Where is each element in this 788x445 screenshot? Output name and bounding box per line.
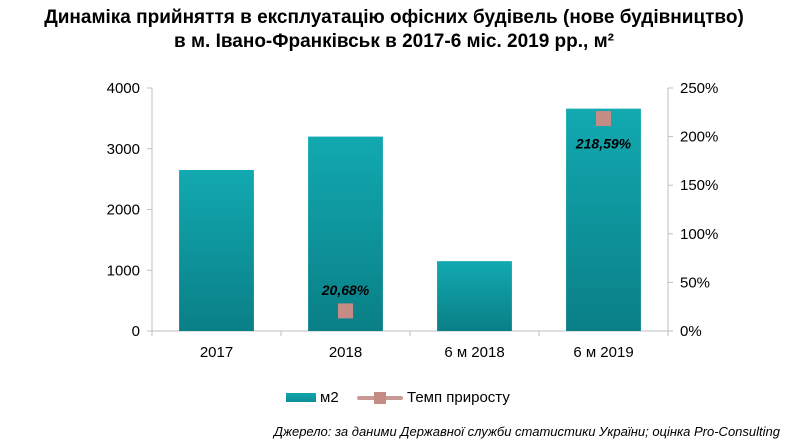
x-tick-label: 6 м 2019 — [573, 344, 633, 361]
legend-item-bar: м2 — [286, 389, 339, 406]
legend-bar-label: м2 — [320, 389, 339, 406]
x-tick-label: 2018 — [329, 344, 362, 361]
x-tick-label: 6 м 2018 — [444, 344, 504, 361]
legend-line-swatch — [357, 391, 403, 404]
chart-title: Динаміка прийняття в експлуатацію офісни… — [0, 6, 788, 54]
y-left-tick-label: 1000 — [107, 262, 140, 279]
y-left-tick-label: 4000 — [107, 80, 140, 97]
y-left-tick-label: 2000 — [107, 202, 140, 219]
y-left-tick-label: 3000 — [107, 141, 140, 158]
bar-4 — [566, 108, 641, 331]
legend-bar-swatch — [286, 393, 316, 402]
y-right-tick-label: 0% — [680, 323, 702, 340]
growth-label-4: 218,59% — [575, 136, 632, 152]
growth-marker-2 — [338, 303, 353, 319]
chart-title-line-2: в м. Івано-Франківськ в 2017-6 міс. 2019… — [174, 31, 614, 52]
y-right-tick-label: 100% — [680, 226, 718, 243]
y-right-tick-label: 200% — [680, 129, 718, 146]
legend-line-label: Темп приросту — [407, 389, 510, 406]
y-left-tick-label: 0 — [132, 323, 140, 340]
y-right-tick-label: 250% — [680, 80, 718, 97]
chart-title-line-1: Динаміка прийняття в експлуатацію офісни… — [44, 7, 744, 28]
y-right-tick-label: 150% — [680, 177, 718, 194]
growth-marker-4 — [596, 111, 611, 127]
bar-2 — [308, 136, 383, 331]
growth-label-2: 20,68% — [321, 282, 370, 298]
legend-item-line: Темп приросту — [357, 389, 510, 406]
chart-legend: м2 Темп приросту — [0, 389, 788, 409]
x-tick-label: 2017 — [200, 344, 233, 361]
source-note: Джерело: за даними Державної служби стат… — [273, 424, 780, 439]
y-right-tick-label: 50% — [680, 274, 710, 291]
bar-3 — [437, 261, 512, 331]
bar-1 — [179, 170, 254, 331]
